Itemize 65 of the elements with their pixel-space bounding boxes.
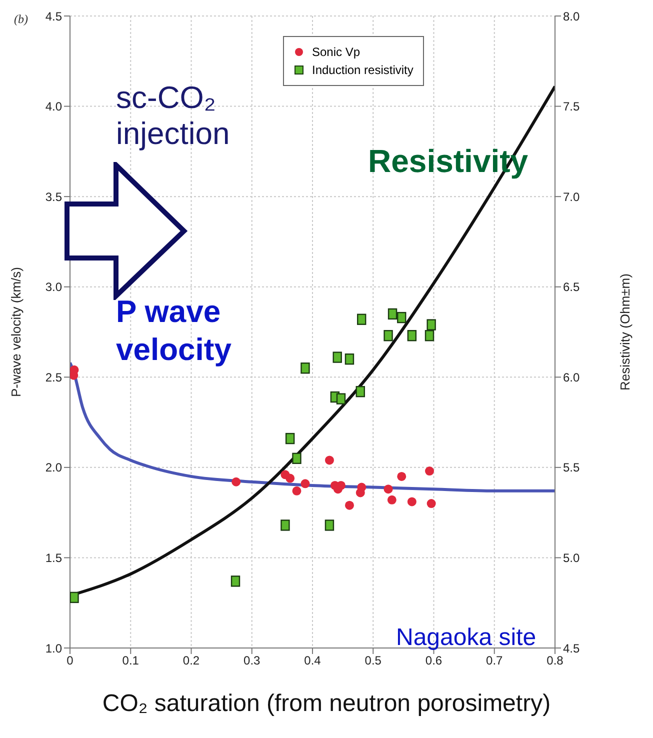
- point: [324, 456, 334, 465]
- point: [292, 452, 302, 464]
- y2-axis-title: Resistivity (Ohm±m): [618, 274, 633, 390]
- point: [384, 484, 393, 494]
- x-tick-label: 0.1: [122, 654, 140, 668]
- y2-tick-label: 6.5: [563, 280, 580, 294]
- y-axis-title: P-wave velocity (km/s): [8, 266, 24, 398]
- y-tick-label: 1.5: [45, 550, 62, 565]
- point: [332, 352, 342, 363]
- annotation: Nagaoka site: [396, 624, 536, 652]
- point: [280, 520, 290, 531]
- legend-label: Induction resistivity: [312, 63, 414, 77]
- y2-tick-label: 5.5: [563, 460, 580, 475]
- point: [324, 520, 334, 531]
- point: [232, 477, 241, 486]
- x-tick-label: 0.8: [546, 654, 564, 668]
- annotation: P wave velocity: [116, 293, 232, 369]
- y2-tick-label: 7.5: [563, 100, 580, 114]
- point: [285, 432, 295, 444]
- x-tick-label: 0: [66, 654, 74, 668]
- y-tick-label: 2.0: [45, 460, 62, 475]
- point: [292, 486, 302, 496]
- text: (b): [14, 12, 28, 27]
- y-tick-label: 3.0: [45, 280, 62, 294]
- y2-tick-label: 8.0: [563, 9, 580, 24]
- point: [336, 393, 346, 404]
- y-tick-label: 2.5: [45, 370, 62, 384]
- point: [357, 314, 366, 325]
- y2-tick-label: 4.5: [563, 641, 580, 656]
- y-tick-label: 4.0: [45, 100, 62, 114]
- point: [300, 362, 310, 374]
- point: [407, 497, 416, 506]
- annotation: sc-CO₂ injection: [116, 80, 231, 152]
- point: [384, 330, 393, 342]
- point: [344, 353, 354, 365]
- point: [407, 330, 417, 342]
- y-tick-label: 3.5: [45, 190, 62, 204]
- point: [230, 576, 240, 587]
- x-tick-label: 0.7: [486, 654, 504, 668]
- x-tick-label: 0.3: [244, 654, 261, 668]
- point: [424, 330, 434, 342]
- y2-tick-label: 6.0: [563, 370, 580, 384]
- point: [397, 472, 406, 481]
- x-tick-label: 0.6: [425, 654, 442, 668]
- point: [397, 312, 406, 324]
- x-axis-title: CO₂ saturation (from neutron porosimetry): [101, 690, 552, 718]
- point: [300, 479, 310, 488]
- y2-tick-label: 5.0: [563, 550, 580, 565]
- y-tick-label: 4.5: [45, 9, 62, 24]
- y-tick-label: 1.0: [45, 641, 62, 656]
- x-tick-label: 0.5: [364, 654, 382, 668]
- point: [425, 466, 434, 476]
- x-tick-label: 0.4: [304, 654, 322, 668]
- point: [426, 499, 436, 508]
- y2-tick-label: 7.0: [563, 190, 580, 204]
- legend-label: Sonic Vp: [312, 45, 360, 59]
- point: [344, 500, 354, 510]
- point: [388, 308, 398, 320]
- point: [70, 592, 79, 604]
- point: [286, 474, 295, 483]
- point: [356, 386, 365, 398]
- x-tick-label: 0.2: [182, 654, 200, 668]
- point: [426, 319, 436, 330]
- point: [387, 495, 396, 504]
- point: [357, 482, 366, 492]
